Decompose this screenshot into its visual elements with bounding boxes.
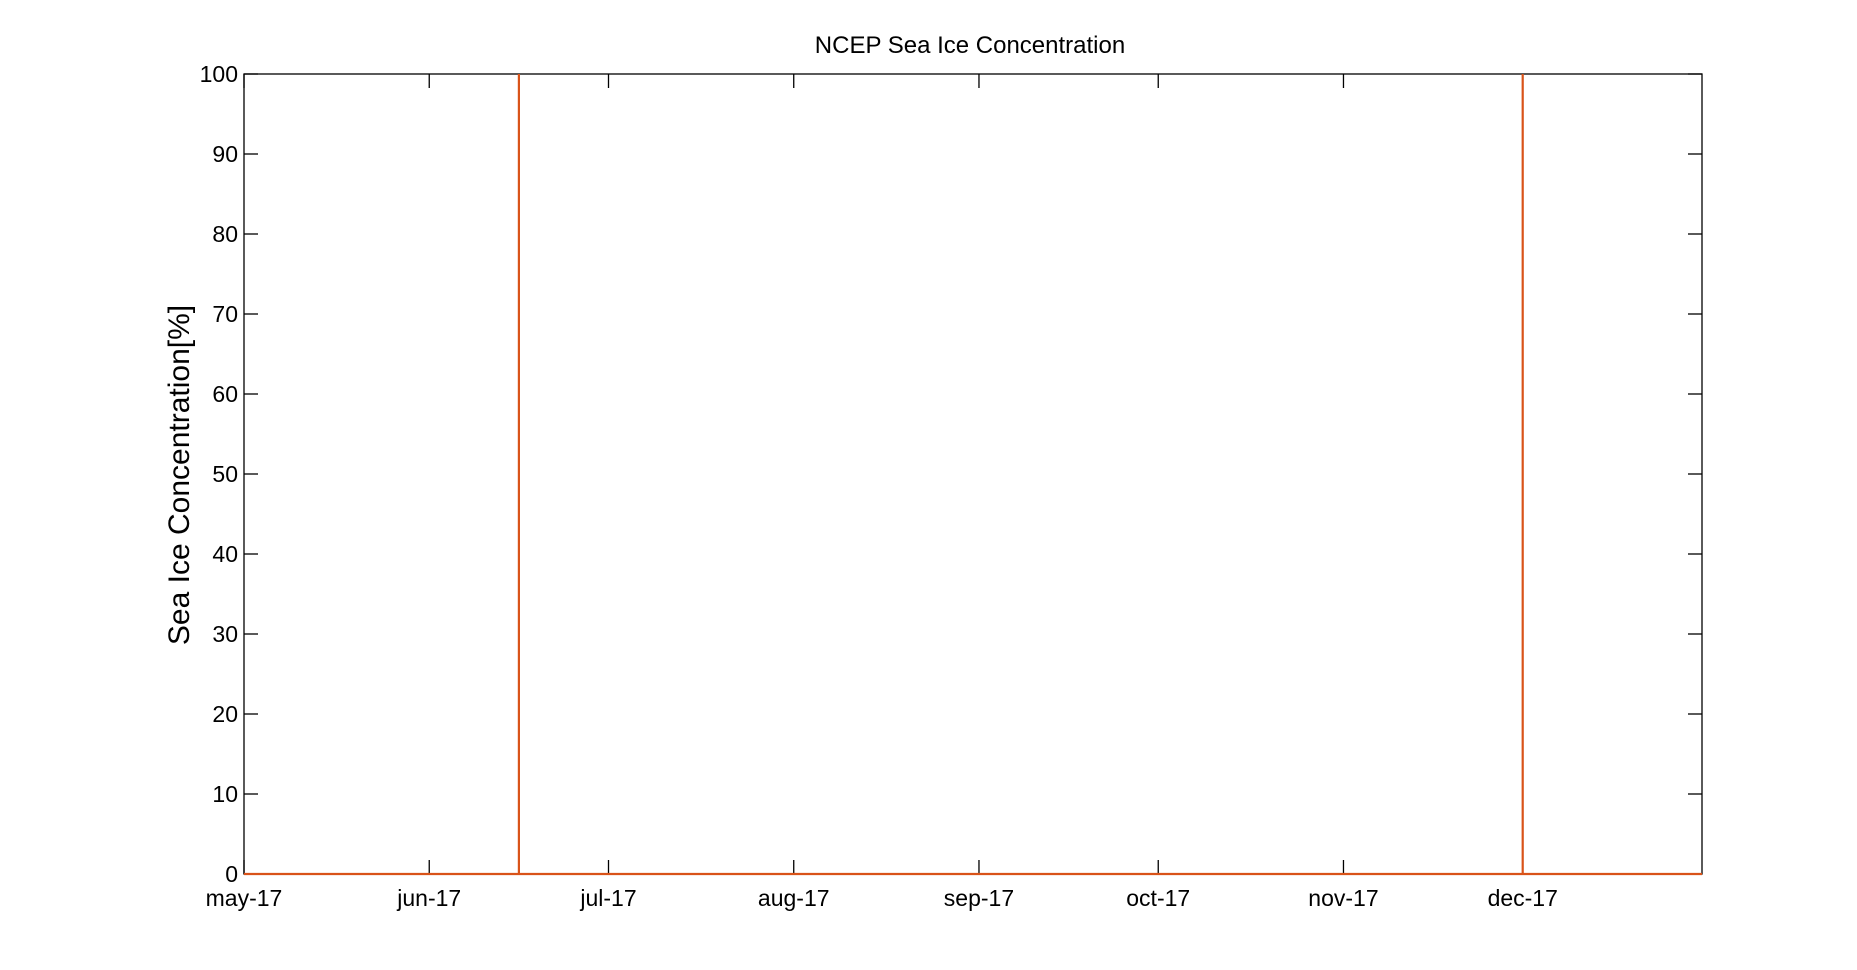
axes-frame xyxy=(243,73,1703,875)
y-tick-label: 0 xyxy=(225,861,238,887)
plot-area: 0 10 20 30 40 50 60 70 80 90 100 may-17 jun-17 jul-17… xyxy=(200,61,1703,911)
y-tick-label: 20 xyxy=(212,701,238,727)
y-tick-label: 100 xyxy=(200,61,238,87)
x-tick-label: aug-17 xyxy=(758,885,830,911)
x-tick-label: sep-17 xyxy=(944,885,1014,911)
x-tick-label: jul-17 xyxy=(579,885,636,911)
y-tick-label: 80 xyxy=(212,221,238,247)
x-tick-label: jun-17 xyxy=(396,885,461,911)
y-tick-label: 70 xyxy=(212,301,238,327)
series-line xyxy=(244,74,1702,876)
chart-title: NCEP Sea Ice Concentration xyxy=(815,32,1125,59)
y-tick-label: 40 xyxy=(212,541,238,567)
y-tick-label: 10 xyxy=(212,781,238,807)
y-tick-label: 90 xyxy=(212,141,238,167)
y-tick-label: 30 xyxy=(212,621,238,647)
y-axis-label: Sea Ice Concentration[%] xyxy=(163,305,196,645)
x-tick-label: oct-17 xyxy=(1126,885,1190,911)
x-tick-label: dec-17 xyxy=(1488,885,1558,911)
x-tick-label: nov-17 xyxy=(1308,885,1378,911)
y-tick-label: 50 xyxy=(212,461,238,487)
x-tick-label: may-17 xyxy=(206,885,283,911)
y-tick-label: 60 xyxy=(212,381,238,407)
